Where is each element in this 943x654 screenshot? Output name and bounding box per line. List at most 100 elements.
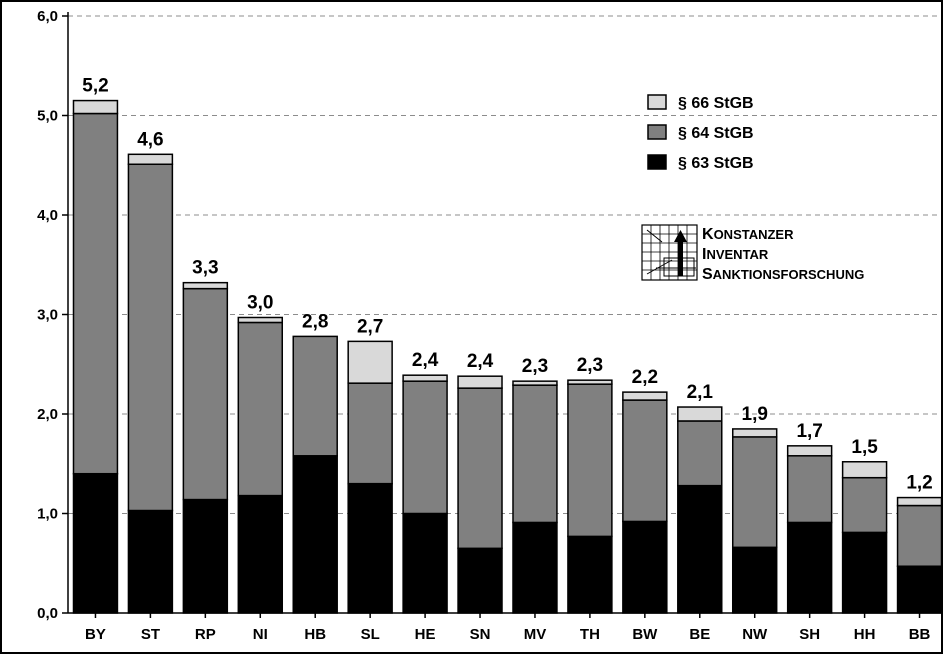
bar-segment-nw-s0 bbox=[731, 546, 778, 614]
legend-swatch-66 bbox=[647, 94, 667, 110]
bar-segment-th-s0 bbox=[567, 535, 613, 614]
bar-segment-rp-s0 bbox=[182, 498, 229, 614]
bar-total-label: 1,2 bbox=[906, 473, 932, 494]
legend-label-63: § 63 StGB bbox=[678, 155, 754, 172]
bar-segment-bb-s1 bbox=[896, 504, 943, 567]
logo-line-3: SANKTIONSFORSCHUNG bbox=[702, 266, 864, 283]
bar-segment-sl-s1 bbox=[347, 382, 393, 485]
bar-segment-sh-s0 bbox=[786, 521, 833, 614]
x-tick-label: SL bbox=[361, 626, 380, 643]
bar-segment-rp-s1 bbox=[182, 287, 229, 501]
x-tick-label: HE bbox=[415, 626, 436, 643]
bar-segment-by-s0 bbox=[72, 472, 119, 614]
bar-segment-be-s2 bbox=[677, 406, 723, 422]
bar-segment-ni-s2 bbox=[237, 316, 284, 324]
legend-swatch-63 bbox=[647, 154, 667, 170]
x-tick-label: MV bbox=[524, 626, 547, 643]
bar-segment-nw-s1 bbox=[731, 436, 778, 549]
y-tick-label: 6,0 bbox=[37, 8, 58, 25]
bar-segment-be-s0 bbox=[677, 484, 723, 614]
data-labels: 5,2 4,6 3,3 3,0 2,8 2,7 2,4 2,4 2,3 2,3 2,2 2,1 1,9 1… bbox=[82, 76, 932, 494]
bar-total-label: 2,7 bbox=[357, 316, 383, 337]
bar-segment-by-s2 bbox=[72, 99, 119, 115]
x-tick-label: TH bbox=[580, 626, 600, 643]
bar-segment-he-s1 bbox=[402, 380, 448, 515]
bar-total-label: 1,7 bbox=[796, 421, 822, 442]
bar-segment-he-s0 bbox=[402, 512, 448, 614]
logo-line-2: INVENTAR bbox=[702, 246, 769, 263]
x-tick-label: HB bbox=[304, 626, 326, 643]
bar-total-label: 2,2 bbox=[632, 367, 658, 388]
bar-segment-sh-s1 bbox=[786, 455, 833, 524]
bar-segment-th-s1 bbox=[567, 383, 613, 538]
bar-segment-bw-s1 bbox=[622, 399, 668, 523]
bar-segment-hb-s1 bbox=[292, 335, 338, 457]
bar-segment-mv-s0 bbox=[512, 521, 558, 614]
bar-segment-bw-s0 bbox=[622, 520, 668, 614]
bar-segment-bb-s0 bbox=[896, 565, 943, 614]
bar-segment-by-s1 bbox=[72, 112, 119, 475]
bar-segment-bb-s2 bbox=[896, 496, 943, 507]
bar-segment-sl-s0 bbox=[347, 482, 393, 614]
y-tick-label: 0,0 bbox=[37, 605, 58, 622]
bar-segment-mv-s1 bbox=[512, 384, 558, 524]
x-tick-label: ST bbox=[141, 626, 160, 643]
legend-label-66: § 66 StGB bbox=[678, 95, 754, 112]
bar-total-label: 3,0 bbox=[247, 292, 273, 313]
legend-item-66: § 66 StGB bbox=[647, 94, 754, 112]
x-tick-label: BB bbox=[909, 626, 931, 643]
konstanzer-inventar-logo: KONSTANZER INVENTAR SANKTIONSFORSCHUNG bbox=[641, 224, 864, 283]
bars bbox=[72, 99, 943, 614]
bar-segment-sn-s0 bbox=[457, 547, 503, 614]
x-tick-label: RP bbox=[195, 626, 216, 643]
legend: § 66 StGB § 64 StGB § 63 StGB bbox=[647, 94, 754, 172]
bar-segment-st-s2 bbox=[127, 153, 174, 166]
bar-segment-st-s1 bbox=[127, 163, 174, 512]
legend-label-64: § 64 StGB bbox=[678, 125, 754, 142]
bar-total-label: 1,9 bbox=[742, 404, 768, 425]
x-tick-label: HH bbox=[854, 626, 876, 643]
x-tick-label: BY bbox=[85, 626, 106, 643]
y-tick-label: 3,0 bbox=[37, 307, 58, 324]
bar-segment-rp-s2 bbox=[182, 281, 229, 290]
bar-segment-sn-s2 bbox=[457, 375, 503, 389]
bar-segment-ni-s0 bbox=[237, 494, 284, 614]
bar-total-label: 1,5 bbox=[851, 437, 878, 458]
bar-segment-sh-s2 bbox=[786, 445, 833, 457]
legend-item-64: § 64 StGB bbox=[647, 124, 754, 142]
x-tick-label: BW bbox=[632, 626, 658, 643]
y-tick-label: 4,0 bbox=[37, 207, 58, 224]
bar-total-label: 2,3 bbox=[522, 356, 548, 377]
bar-total-label: 2,4 bbox=[412, 350, 439, 371]
logo-grid-icon bbox=[641, 224, 698, 281]
bar-segment-hh-s2 bbox=[841, 461, 888, 479]
bar-total-label: 2,1 bbox=[687, 382, 714, 403]
legend-swatch-64 bbox=[647, 124, 667, 140]
bar-total-label: 2,4 bbox=[467, 351, 494, 372]
bar-total-label: 2,8 bbox=[302, 311, 328, 332]
x-tick-label: NW bbox=[742, 626, 768, 643]
y-tick-label: 1,0 bbox=[37, 506, 58, 523]
bar-segment-bw-s2 bbox=[622, 391, 668, 401]
bar-segment-ni-s1 bbox=[237, 321, 284, 497]
bar-segment-hb-s0 bbox=[292, 455, 338, 614]
logo-line-1: KONSTANZER bbox=[702, 226, 794, 243]
bar-segment-mv-s2 bbox=[512, 380, 558, 386]
y-tick-label: 5,0 bbox=[37, 108, 58, 125]
bar-total-label: 2,3 bbox=[577, 355, 603, 376]
y-tick-label: 2,0 bbox=[37, 406, 58, 423]
bar-segment-hh-s1 bbox=[841, 476, 888, 534]
bar-total-label: 5,2 bbox=[82, 76, 108, 97]
bar-total-label: 4,6 bbox=[137, 129, 163, 150]
x-tick-label: BE bbox=[689, 626, 710, 643]
bar-segment-th-s2 bbox=[567, 379, 613, 385]
legend-item-63: § 63 StGB bbox=[647, 154, 754, 172]
bar-segment-he-s2 bbox=[402, 374, 448, 382]
x-tick-label: SN bbox=[470, 626, 491, 643]
bar-segment-nw-s2 bbox=[731, 428, 778, 438]
bar-total-label: 3,3 bbox=[192, 258, 218, 279]
bar-segment-be-s1 bbox=[677, 420, 723, 487]
bar-segment-st-s0 bbox=[127, 509, 174, 614]
